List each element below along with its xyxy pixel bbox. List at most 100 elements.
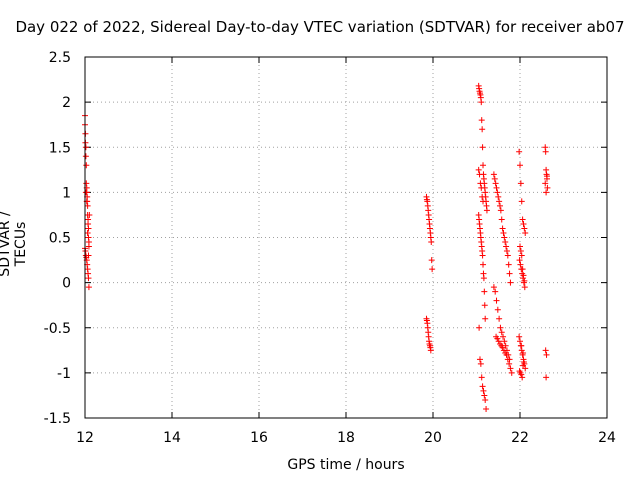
data-point (506, 360, 513, 367)
chart-title: Day 022 of 2022, Sidereal Day-to-day VTE… (15, 18, 625, 36)
data-point (518, 198, 525, 205)
data-point (498, 216, 505, 223)
data-point (483, 207, 490, 214)
data-point (84, 229, 91, 236)
data-point (481, 302, 488, 309)
x-axis-label: GPS time / hours (287, 457, 405, 473)
data-point (82, 153, 89, 160)
data-point (495, 338, 502, 345)
data-point (478, 99, 485, 106)
data-point (479, 144, 486, 151)
data-point (83, 162, 90, 169)
data-point (501, 234, 508, 241)
data-point (483, 405, 490, 412)
data-point (543, 189, 550, 196)
data-point (85, 275, 92, 282)
data-point (497, 207, 504, 214)
y-tick-label: 1.5 (49, 140, 71, 156)
data-point (492, 288, 499, 295)
data-point (85, 225, 92, 232)
data-point (478, 184, 485, 191)
data-point (482, 315, 489, 322)
x-tick-label: 22 (511, 430, 529, 446)
y-tick-label: 0.5 (49, 231, 71, 247)
x-tick-label: 12 (76, 430, 94, 446)
data-point (503, 243, 510, 250)
data-point (507, 279, 514, 286)
data-point (516, 257, 523, 264)
data-point (520, 220, 527, 227)
data-point (519, 216, 526, 223)
data-point (495, 193, 502, 200)
data-point (520, 272, 527, 279)
x-tick-label: 24 (598, 430, 616, 446)
data-point (506, 270, 513, 277)
data-point (480, 387, 487, 394)
data-point (543, 351, 550, 358)
data-point (507, 365, 514, 372)
data-point (85, 252, 92, 259)
data-point (476, 324, 483, 331)
y-tick-label: -1.5 (44, 411, 71, 427)
data-point (521, 284, 528, 291)
x-tick-label: 14 (163, 430, 181, 446)
plot-frame (84, 56, 608, 419)
data-point (429, 266, 436, 273)
data-point (520, 362, 527, 369)
data-point (496, 202, 503, 209)
data-point (500, 229, 507, 236)
data-point (493, 184, 500, 191)
data-point (497, 324, 504, 331)
data-point (479, 252, 486, 259)
data-point (478, 374, 485, 381)
data-point (494, 335, 501, 342)
data-point (491, 175, 498, 182)
y-tick-label: 2.5 (49, 50, 71, 66)
data-point (84, 202, 91, 209)
data-point (479, 193, 486, 200)
data-point (480, 162, 487, 169)
data-point (428, 257, 435, 264)
data-point (480, 198, 487, 205)
data-point (517, 243, 523, 250)
x-tick-label: 20 (424, 430, 442, 446)
data-point (500, 347, 507, 354)
x-tick-label: 16 (250, 430, 268, 446)
y-tick-label: -0.5 (44, 321, 71, 337)
data-point (504, 356, 511, 363)
data-point (519, 266, 526, 273)
y-tick-label: 0 (62, 276, 71, 292)
data-point (501, 338, 508, 345)
data-point (82, 144, 89, 151)
data-point (494, 189, 501, 196)
data-point (517, 338, 523, 345)
data-point (490, 284, 497, 291)
data-point (505, 261, 512, 268)
data-point (544, 184, 551, 191)
y-tick-label: -1 (57, 366, 71, 382)
data-point (492, 180, 499, 187)
data-point (502, 239, 509, 246)
data-point (476, 171, 483, 178)
data-point (499, 225, 506, 232)
data-point (82, 189, 89, 196)
data-point (85, 243, 92, 250)
data-point (427, 347, 434, 354)
data-point (519, 374, 526, 381)
data-point (481, 288, 488, 295)
data-point (479, 126, 486, 133)
data-point (542, 180, 549, 187)
y-tick-label: 1 (62, 185, 71, 201)
data-point (517, 261, 524, 268)
tick-labels: 12 14 16 18 20 22 24 -1.5 -1 -0.5 0 0.5 1 1.5 2 2.5 (44, 50, 616, 446)
x-tick-label: 18 (337, 430, 355, 446)
data-point (499, 344, 506, 351)
data-point (516, 148, 523, 155)
data-point (543, 374, 550, 381)
data-point (517, 180, 524, 187)
data-point (496, 198, 503, 205)
data-point (86, 211, 93, 218)
data-point (521, 277, 528, 284)
data-point (520, 359, 527, 366)
